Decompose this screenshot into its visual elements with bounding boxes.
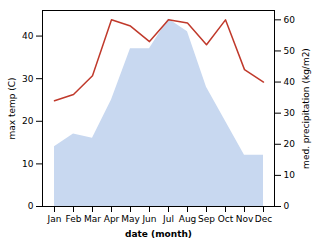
svg-text:May: May — [121, 214, 140, 224]
svg-text:10: 10 — [22, 159, 34, 169]
svg-text:Jan: Jan — [47, 214, 62, 224]
svg-text:Jul: Jul — [162, 214, 174, 224]
svg-text:max temp (C): max temp (C) — [7, 77, 17, 139]
svg-text:30: 30 — [22, 74, 34, 84]
svg-text:Sep: Sep — [198, 214, 215, 224]
svg-text:Nov: Nov — [236, 214, 254, 224]
svg-text:30: 30 — [284, 108, 296, 118]
svg-text:Jun: Jun — [141, 214, 156, 224]
svg-text:Mar: Mar — [84, 214, 101, 224]
svg-text:40: 40 — [284, 77, 296, 87]
svg-text:Dec: Dec — [255, 214, 272, 224]
svg-text:20: 20 — [284, 139, 296, 149]
svg-text:date (month): date (month) — [125, 229, 192, 239]
svg-text:0: 0 — [28, 201, 34, 211]
svg-text:0: 0 — [284, 201, 290, 211]
svg-text:10: 10 — [284, 170, 296, 180]
svg-text:Apr: Apr — [104, 214, 120, 224]
svg-text:20: 20 — [22, 116, 34, 126]
svg-text:50: 50 — [284, 46, 296, 56]
svg-text:Feb: Feb — [66, 214, 82, 224]
svg-text:Aug: Aug — [179, 214, 197, 224]
svg-text:med. precipitation (kg/m2): med. precipitation (kg/m2) — [301, 48, 311, 169]
svg-text:Oct: Oct — [218, 214, 234, 224]
svg-text:60: 60 — [284, 15, 296, 25]
svg-text:40: 40 — [22, 31, 34, 41]
